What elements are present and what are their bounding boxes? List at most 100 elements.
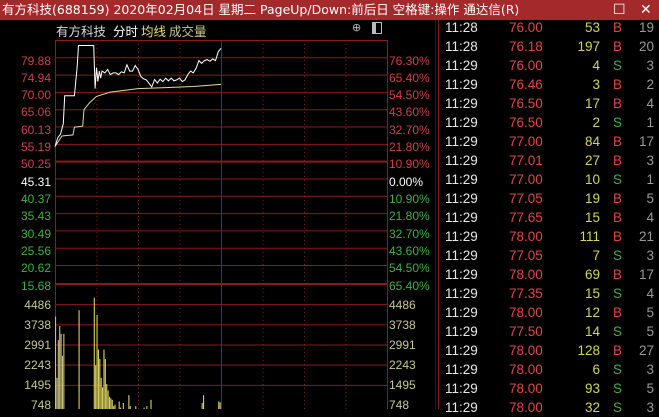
volume-tick-label: 4486	[24, 297, 51, 312]
percent-tick-label: 76.30%	[389, 53, 430, 68]
tick-side: B	[613, 96, 623, 111]
tick-price: 77.00	[509, 134, 543, 149]
price-tick-label: 20.62	[20, 261, 51, 276]
tick-side: B	[613, 20, 623, 35]
tick-count: 1	[646, 115, 654, 130]
tick-row: 11:29 77.35 15 S 4	[439, 284, 659, 303]
volume-bar	[218, 401, 220, 409]
tick-count: 3	[646, 400, 654, 415]
maximize-icon[interactable]: ☐	[613, 2, 626, 18]
panel-toggle-icon[interactable]	[372, 22, 382, 34]
tick-side: B	[613, 153, 623, 168]
tick-count: 4	[646, 210, 654, 225]
tick-volume: 128	[577, 343, 600, 358]
percent-tick-label: 54.50%	[389, 88, 430, 103]
percent-tick-label: 65.40%	[389, 70, 430, 85]
tick-count: 3	[646, 248, 654, 263]
percent-tick-label: 65.40%	[389, 278, 430, 293]
avg-line-label[interactable]: 均线	[141, 24, 167, 39]
volume-bar	[59, 325, 61, 409]
percent-tick-label: 43.60%	[389, 243, 430, 258]
average-price-line	[54, 83, 222, 147]
volume-label[interactable]: 成交量	[169, 24, 207, 39]
volume-bar	[100, 377, 102, 409]
volume-bar	[96, 314, 98, 409]
percent-tick-label: 10.90%	[389, 157, 430, 172]
tick-time: 11:29	[445, 58, 478, 73]
percent-tick-label: 32.70%	[389, 226, 430, 241]
volume-tick-label: 1495	[24, 378, 51, 393]
up-arrow-circle-icon[interactable]: ⊕	[352, 21, 362, 34]
volume-bar	[219, 402, 221, 409]
tick-side: B	[613, 343, 623, 358]
percent-tick-label: 21.80%	[389, 140, 430, 155]
tick-time: 11:28	[445, 39, 478, 54]
tick-price: 78.00	[509, 381, 543, 396]
volume-bar	[128, 395, 130, 409]
volume-bar	[93, 297, 95, 409]
volume-bar	[113, 406, 115, 409]
tick-time: 11:29	[445, 343, 478, 358]
price-tick-label: 79.88	[20, 53, 51, 68]
tick-time: 11:29	[445, 229, 478, 244]
tick-time: 11:29	[445, 77, 478, 92]
tick-time: 11:29	[445, 191, 478, 206]
percent-tick-label: 43.60%	[389, 105, 430, 120]
tick-side: B	[613, 134, 623, 149]
tick-volume: 32	[584, 400, 600, 415]
volume-bar	[150, 399, 152, 409]
volume-bar	[201, 402, 203, 409]
volume-bar	[110, 398, 112, 409]
tick-row: 11:29 78.00 128 B 27	[439, 341, 659, 360]
price-line	[54, 45, 222, 147]
tick-side: B	[613, 191, 623, 206]
price-tick-label: 74.94	[20, 70, 51, 85]
volume-bar	[107, 390, 109, 409]
mode-label[interactable]: 分时	[113, 24, 139, 39]
tick-row: 11:29 77.05 19 B 5	[439, 189, 659, 208]
tick-price: 78.00	[509, 305, 543, 320]
price-tick-label: 65.06	[20, 105, 51, 120]
tick-time: 11:29	[445, 362, 478, 377]
volume-bar	[122, 402, 124, 409]
tick-count: 3	[646, 153, 654, 168]
percent-tick-label: 0.00%	[389, 174, 424, 189]
tick-count: 3	[646, 362, 654, 377]
tick-price: 76.50	[509, 96, 543, 111]
tick-side: S	[613, 400, 623, 415]
tick-volume: 3	[592, 77, 600, 92]
tick-row: 11:29 77.01 27 B 3	[439, 151, 659, 170]
tick-volume: 4	[592, 58, 600, 73]
close-icon[interactable]: ✕	[640, 2, 652, 18]
tick-price: 77.00	[509, 172, 543, 187]
tick-row: 11:29 77.50 14 S 5	[439, 322, 659, 341]
volume-tick-label: 3738	[24, 317, 51, 332]
tick-count: 17	[638, 134, 654, 149]
volume-bar	[114, 404, 116, 409]
tick-volume: 53	[584, 20, 600, 35]
tick-side: S	[613, 115, 623, 130]
tick-row: 11:29 77.65 15 B 4	[439, 208, 659, 227]
tick-price: 76.50	[509, 115, 543, 130]
tick-price: 78.00	[509, 400, 543, 415]
tick-count: 5	[646, 381, 654, 396]
tick-price: 77.50	[509, 324, 543, 339]
tick-price: 76.00	[509, 20, 543, 35]
volume-bar	[78, 310, 80, 409]
volume-bar	[120, 407, 122, 409]
title-bar: 有方科技(688159) 2020年02月04日 星期二 PageUp/Down…	[0, 0, 659, 20]
intraday-chart: 有方科技 分时 均线 成交量 ⊕ 79.88 76.30% 74.94 65.40% 7…	[0, 20, 436, 412]
tick-side: B	[613, 77, 623, 92]
tick-time: 11:29	[445, 115, 478, 130]
tick-row: 11:29 78.00 69 B 17	[439, 265, 659, 284]
tick-row: 11:29 78.00 6 S 3	[439, 360, 659, 379]
tick-row: 11:29 77.05 7 S 3	[439, 246, 659, 265]
percent-tick-label: 10.90%	[389, 191, 430, 206]
tick-time: 11:29	[445, 305, 478, 320]
tick-count: 19	[638, 20, 654, 35]
tick-price: 77.65	[509, 210, 543, 225]
volume-bar	[60, 333, 62, 409]
tick-volume: 12	[584, 305, 600, 320]
tick-side: S	[613, 248, 623, 263]
price-tick-label: 70.00	[20, 88, 51, 103]
